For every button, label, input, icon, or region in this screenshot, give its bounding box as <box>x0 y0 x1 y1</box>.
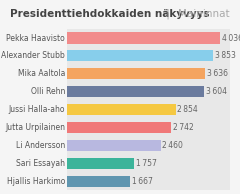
Text: Presidenttiehdokkaiden näkyvyys: Presidenttiehdokkaiden näkyvyys <box>10 9 209 19</box>
Text: Jussi Halla-aho: Jussi Halla-aho <box>9 105 65 114</box>
Bar <box>67 122 171 133</box>
Bar <box>67 50 213 61</box>
Text: Olli Rehn: Olli Rehn <box>31 87 65 96</box>
Text: 3 636: 3 636 <box>207 69 228 78</box>
Bar <box>67 86 204 97</box>
Bar <box>67 140 161 151</box>
Text: Mika Aaltola: Mika Aaltola <box>18 69 65 78</box>
Bar <box>67 33 220 44</box>
Text: Hjallis Harkimo: Hjallis Harkimo <box>7 177 65 186</box>
Text: 2 854: 2 854 <box>177 105 198 114</box>
Text: |: | <box>163 9 173 19</box>
Bar <box>67 176 131 187</box>
Text: 3 604: 3 604 <box>206 87 227 96</box>
Text: 2 742: 2 742 <box>173 123 194 132</box>
Text: Li Andersson: Li Andersson <box>16 141 65 150</box>
Text: 1 757: 1 757 <box>136 159 157 168</box>
Text: Jutta Urpilainen: Jutta Urpilainen <box>5 123 65 132</box>
Text: 2 460: 2 460 <box>162 141 183 150</box>
Text: 4 036: 4 036 <box>222 34 240 42</box>
Bar <box>67 104 175 115</box>
Text: Maininnat: Maininnat <box>178 9 229 19</box>
Bar <box>67 68 205 79</box>
Text: Pekka Haavisto: Pekka Haavisto <box>6 34 65 42</box>
Text: Alexander Stubb: Alexander Stubb <box>1 51 65 61</box>
Text: 1 667: 1 667 <box>132 177 153 186</box>
Text: 3 853: 3 853 <box>215 51 236 61</box>
Text: Sari Essayah: Sari Essayah <box>16 159 65 168</box>
Bar <box>67 158 134 169</box>
